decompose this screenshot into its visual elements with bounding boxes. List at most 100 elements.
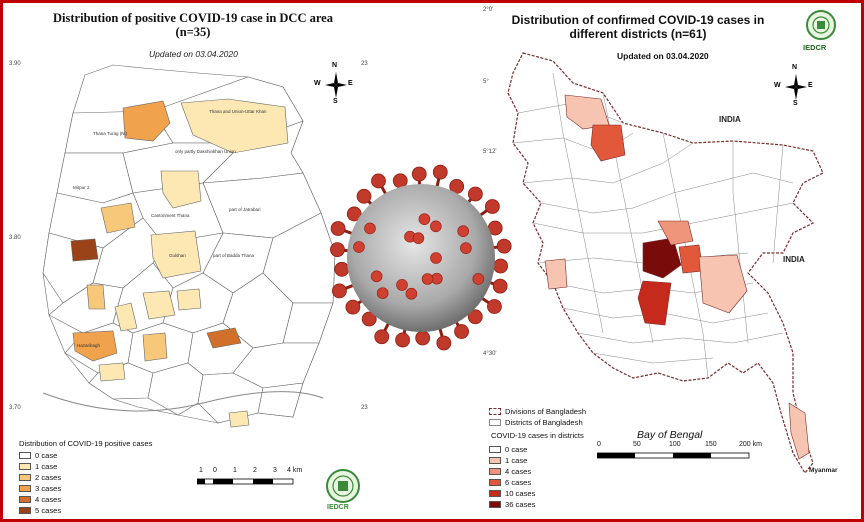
area-mirpur	[70, 238, 99, 262]
left-map-title: Distribution of positive COVID-19 case i…	[43, 11, 343, 39]
virus-spike-front	[430, 220, 442, 233]
virus-spike-front	[421, 273, 434, 285]
virus-spike	[361, 311, 377, 327]
left-scale-bar: 1 0 1 2 3 4 km	[189, 467, 309, 489]
area-lalbagh	[98, 362, 126, 382]
legend-swatch	[489, 419, 501, 426]
label-hazaribagh: Hazaribagh	[77, 343, 101, 348]
scale-tick: 4 km	[287, 467, 303, 474]
legend-label: 4 cases	[35, 495, 62, 504]
legend-label: 36 cases	[505, 500, 536, 509]
virus-spike	[330, 242, 345, 258]
legend-label: 6 cases	[505, 478, 532, 487]
right-compass-s: S	[793, 100, 798, 107]
coronavirus-illustration	[330, 164, 512, 351]
iedcr-emblem-icon	[806, 10, 836, 40]
scale-tick: 3	[273, 467, 277, 474]
left-compass-w: W	[314, 80, 321, 87]
virus-spike-front	[396, 279, 408, 291]
left-compass-e: E	[348, 80, 353, 87]
legend-swatch	[19, 463, 31, 470]
legend-swatch	[489, 501, 501, 508]
label-jatrabari: part of Jatrabari	[229, 207, 261, 212]
left-logo-text: IEDCR	[327, 504, 349, 511]
legend-swatch	[489, 408, 501, 415]
area-uttara	[100, 202, 136, 234]
scale-tick: 100	[669, 441, 681, 448]
scale-tick: 0	[213, 467, 217, 474]
legend-label: 1 case	[35, 462, 58, 471]
area-cantonment	[150, 230, 202, 279]
legend-swatch	[489, 468, 501, 475]
label-bay-of-bengal: Bay of Bengal	[637, 429, 703, 441]
legend-swatch	[19, 507, 31, 514]
area-mohammadpur	[114, 302, 138, 332]
legend-swatch	[489, 457, 501, 464]
area-sabujbagh	[176, 288, 202, 311]
district-rangpur	[590, 124, 626, 162]
area-kafrul	[86, 284, 106, 310]
virus-spike	[345, 299, 361, 315]
virus-spike	[346, 206, 362, 222]
right-lat-2: 5°12'	[483, 149, 497, 155]
legend-label: 10 cases	[505, 489, 536, 498]
legend-label: 1 case	[505, 456, 528, 465]
left-lon-right-bottom: 23	[361, 405, 368, 411]
left-lon-right: 23	[361, 61, 368, 67]
virus-spike	[467, 309, 483, 325]
legend-swatch	[489, 446, 501, 453]
area-badda	[160, 170, 202, 209]
left-lat-bottom: 3.70	[9, 405, 21, 411]
area-jatrabari	[206, 327, 242, 349]
label-turag-part: only partly Dakshinkhan Union	[175, 149, 236, 154]
virus-spike-front	[412, 232, 425, 244]
legend-swatch	[19, 474, 31, 481]
legend-label: 5 cases	[35, 506, 62, 515]
right-compass-w: W	[774, 82, 781, 89]
virus-spike	[356, 188, 372, 204]
left-title-line2: (n=35)	[175, 25, 211, 39]
virus-spike-front	[364, 222, 376, 235]
virus-spike	[454, 324, 469, 339]
left-compass-n: N	[332, 62, 338, 69]
scale-bar-graphic	[197, 478, 294, 485]
legend-label: 4 cases	[505, 467, 532, 476]
virus-spike	[395, 332, 411, 348]
scale-tick: 0	[597, 441, 601, 448]
legend-label: Districts of Bangladesh	[505, 418, 583, 427]
virus-spike	[487, 299, 502, 314]
left-iedcr-logo: IEDCR	[323, 467, 363, 515]
compass-rose-icon	[325, 72, 347, 98]
virus-spike-front	[457, 225, 469, 237]
right-map-title: Distribution of confirmed COVID-19 cases…	[493, 13, 783, 41]
label-mirpur: Mirpur 2	[73, 185, 90, 190]
virus-spike-front	[405, 287, 418, 300]
district-kushtia	[544, 258, 568, 290]
iedcr-emblem-icon	[326, 469, 360, 503]
legend-swatch	[489, 479, 501, 486]
virus-spike-front	[353, 241, 365, 253]
virus-spike	[374, 329, 390, 345]
left-legend-title: Distribution of COVID-19 positive cases	[19, 439, 153, 448]
area-demra	[228, 410, 250, 428]
label-myanmar: Myanmar	[809, 467, 838, 474]
scale-tick: 2	[253, 467, 257, 474]
legend-swatch	[19, 452, 31, 459]
legend-label: 0 case	[35, 451, 58, 460]
virus-spike	[492, 278, 508, 294]
area-hazaribagh	[72, 330, 118, 362]
area-uttar-khan	[180, 98, 289, 154]
legend-swatch	[19, 485, 31, 492]
legend-label: 0 case	[505, 445, 528, 454]
scale-tick: 50	[633, 441, 641, 448]
right-title-line1: Distribution of confirmed COVID-19 cases…	[511, 13, 765, 27]
label-badda: part of Badda Thana	[213, 253, 254, 258]
legend-swatch	[19, 496, 31, 503]
area-khilgaon	[142, 332, 168, 362]
legend-label: 3 cases	[35, 484, 62, 493]
left-compass: N S W E	[314, 62, 353, 107]
legend-label: Divisions of Bangladesh	[505, 407, 587, 416]
left-lat-top: 3.90	[9, 61, 21, 67]
virus-spike	[411, 166, 427, 182]
district-coxsbazar	[788, 402, 810, 460]
